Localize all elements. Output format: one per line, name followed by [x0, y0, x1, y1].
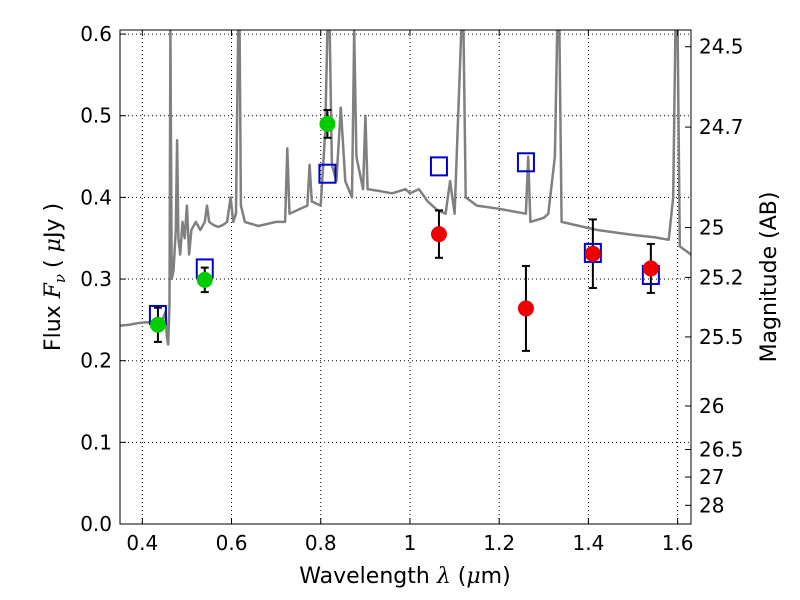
- y2-tick-label: 25: [699, 216, 724, 240]
- green-flux-point: [319, 115, 336, 132]
- y2-tick-label: 27: [699, 465, 724, 489]
- x-tick-label: 1.6: [662, 531, 694, 555]
- x-tick-label: 1.4: [572, 531, 604, 555]
- green-flux-point: [149, 316, 166, 333]
- y-tick-label: 0.3: [80, 267, 112, 291]
- x-tick-label: 1: [404, 531, 417, 555]
- x-tick-label: 0.8: [305, 531, 337, 555]
- y-tick-label: 0.5: [80, 104, 112, 128]
- x-axis-label: Wavelength λ (μm): [299, 564, 510, 589]
- green-flux-point: [196, 271, 213, 288]
- x-tick-label: 0.4: [126, 531, 158, 555]
- y2-tick-label: 25.5: [699, 325, 744, 349]
- model-spectrum: [120, 30, 691, 346]
- x-tick-label: 0.6: [216, 531, 248, 555]
- red-flux-point: [642, 260, 659, 277]
- y-tick-label: 0.4: [80, 185, 112, 209]
- y-tick-label: 0.6: [80, 22, 112, 46]
- model-flux-square: [583, 242, 602, 263]
- model-flux-square: [429, 156, 448, 177]
- y2-tick-label: 24.5: [699, 35, 744, 59]
- axis-ticks: 0.4 0.6 0.8 1 1.2 1.4 1.6 0.0 0.1 0.2 0.3 0.4 0.5 0.6…: [80, 22, 743, 555]
- red-flux-point: [430, 226, 447, 243]
- red-flux-point: [584, 245, 601, 262]
- y-axis-label: Flux Fν( μJy ): [41, 203, 69, 351]
- y2-tick-label: 25.2: [699, 265, 744, 289]
- y-tick-label: 0.2: [80, 349, 112, 373]
- y2-axis-label: Magnitude (AB): [757, 192, 782, 363]
- y-tick-label: 0.1: [80, 430, 112, 454]
- model-flux-square: [318, 163, 337, 184]
- red-flux-point: [517, 300, 534, 317]
- photometry-markers: [148, 115, 660, 333]
- x-tick-label: 1.2: [483, 531, 515, 555]
- model-flux-square: [516, 152, 535, 173]
- spectrum-line: [120, 30, 691, 346]
- y-tick-label: 0.0: [80, 512, 112, 536]
- y2-tick-label: 26.5: [699, 438, 744, 462]
- y2-tick-label: 24.7: [699, 115, 744, 139]
- y2-tick-label: 28: [699, 493, 724, 517]
- y2-tick-label: 26: [699, 394, 724, 418]
